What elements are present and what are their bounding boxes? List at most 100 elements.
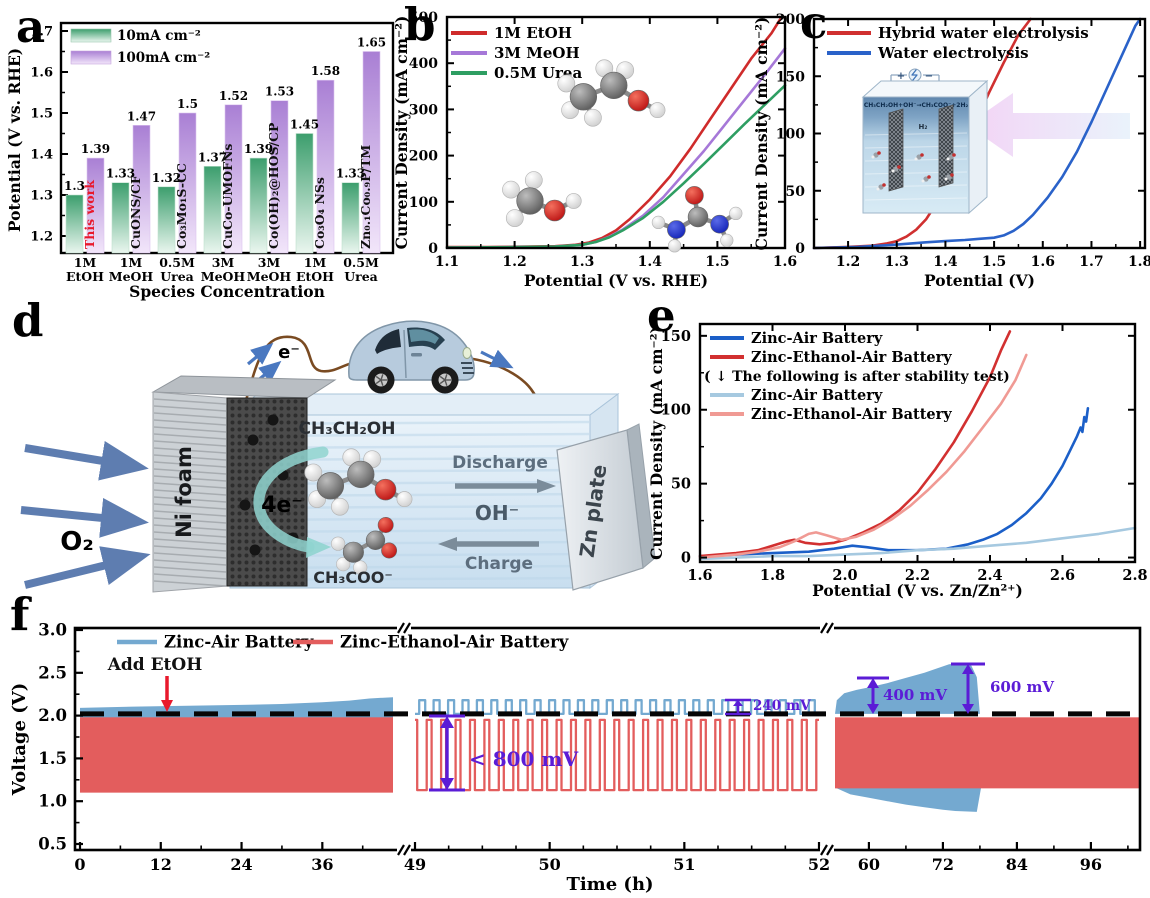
- legend-a: 10mA cm⁻² 100mA cm⁻²: [70, 28, 210, 66]
- xlabel-c: Potential (V): [924, 271, 1035, 290]
- svg-text:1.1: 1.1: [435, 254, 459, 270]
- svg-text:1.6: 1.6: [687, 567, 712, 584]
- svg-text:EtOH: EtOH: [66, 269, 104, 284]
- svg-text:EtOH: EtOH: [296, 269, 334, 284]
- bar-100mA-3: [224, 104, 243, 254]
- bar-value: 1.5: [177, 97, 198, 111]
- svg-text:Zinc-Ethanol-Air Battery: Zinc-Ethanol-Air Battery: [751, 406, 952, 423]
- svg-text:2.6: 2.6: [1050, 567, 1075, 584]
- curve-b-2: [445, 84, 787, 249]
- bar-100mA-5: [316, 79, 335, 254]
- svg-text:1.2: 1.2: [836, 254, 860, 270]
- svg-text:12: 12: [150, 855, 172, 874]
- bar-100mA-1: [132, 125, 151, 254]
- panel-label-b: b: [404, 0, 436, 51]
- bar-100mA-6: [362, 51, 381, 254]
- curve-e-3: [698, 353, 1028, 559]
- svg-text:Zinc-Air Battery: Zinc-Air Battery: [751, 387, 883, 404]
- svg-text:1.4: 1.4: [638, 254, 663, 270]
- svg-text:300: 300: [409, 102, 438, 118]
- svg-text:49: 49: [404, 855, 426, 874]
- svg-text:50: 50: [786, 184, 806, 200]
- svg-text:100mA cm⁻²: 100mA cm⁻²: [117, 50, 210, 66]
- bar-value: 1.39: [81, 142, 110, 156]
- svg-text:60: 60: [858, 855, 880, 874]
- bar-100mA-4: [270, 100, 289, 254]
- svg-text:2.0: 2.0: [38, 706, 67, 725]
- svg-text:MeOH: MeOH: [201, 269, 246, 284]
- axes-a: 1.21.31.41.51.61.71MEtOH1MMeOH0.5MUrea3M…: [5, 21, 395, 301]
- curve-e-0: [698, 407, 1090, 558]
- svg-text:1.7: 1.7: [1079, 254, 1103, 270]
- svg-text:1.5: 1.5: [30, 107, 53, 122]
- svg-text:84: 84: [1006, 855, 1028, 874]
- zeab-band-1: [80, 717, 393, 793]
- svg-text:100: 100: [409, 195, 438, 211]
- svg-text:1M EtOH: 1M EtOH: [494, 24, 572, 42]
- panel-label-e: e: [647, 289, 676, 342]
- ylabel-c: Current Density (mA cm⁻²): [752, 17, 771, 251]
- acetate-molecule: [331, 517, 398, 575]
- bar-10mA-5: [295, 133, 314, 254]
- svg-text:3M: 3M: [258, 255, 281, 270]
- panel-a-bar-chart: 1.21.31.41.51.61.71MEtOH1MMeOH0.5MUrea3M…: [5, 21, 395, 301]
- bar-value: 1.52: [219, 89, 248, 103]
- svg-text:Zinc-Ethanol-Air Battery: Zinc-Ethanol-Air Battery: [340, 633, 569, 652]
- svg-text:2.4: 2.4: [977, 567, 1002, 584]
- svg-text:24: 24: [230, 855, 252, 874]
- svg-text:Zinc-Air Battery: Zinc-Air Battery: [164, 633, 314, 652]
- xlabel-e: Potential (V vs. Zn/Zn²⁺): [812, 581, 1023, 600]
- bar-value: 1.45: [290, 118, 319, 132]
- svg-text:Hybrid water electrolysis: Hybrid water electrolysis: [878, 24, 1089, 42]
- legend-e: Zinc-Air Battery Zinc-Ethanol-Air Battery…: [704, 330, 1010, 423]
- plus-terminal: +: [897, 71, 905, 82]
- bar-10mA-6: [341, 182, 360, 254]
- svg-text:0.5M: 0.5M: [343, 255, 379, 270]
- svg-text:Urea: Urea: [160, 269, 194, 284]
- xlabel-f: Time (h): [566, 874, 653, 895]
- panel-c-electrolysis-chart: 1.2 1.3 1.4 1.5 1.6 1.7 1.8050100150200Potenti…: [752, 12, 1150, 290]
- svg-text:3M MeOH: 3M MeOH: [494, 44, 580, 62]
- bar-10mA-2: [157, 186, 176, 254]
- svg-text:1M: 1M: [74, 255, 97, 270]
- svg-text:0.5M: 0.5M: [159, 255, 195, 270]
- svg-text:1.6: 1.6: [30, 66, 53, 81]
- bar-value: 1.33: [336, 167, 365, 181]
- svg-text:72: 72: [932, 855, 954, 874]
- svg-text:2.2: 2.2: [905, 567, 930, 584]
- curve-e-1: [698, 330, 1012, 558]
- svg-text:96: 96: [1080, 855, 1102, 874]
- o2-label: O₂: [60, 527, 94, 557]
- svg-text:Zinc-Ethanol-Air Battery: Zinc-Ethanol-Air Battery: [751, 349, 952, 366]
- xlabel-b: Potential (V vs. RHE): [524, 271, 708, 290]
- svg-text:1.6: 1.6: [1031, 254, 1055, 270]
- svg-text:Zinc-Air Battery: Zinc-Air Battery: [751, 330, 883, 347]
- panel-label-c: c: [800, 0, 828, 49]
- svg-text:1.8: 1.8: [760, 567, 785, 584]
- svg-text:1.5: 1.5: [982, 254, 1006, 270]
- series-b: [445, 15, 787, 249]
- panel-d-battery-schematic: e⁻Ni foam Zn plateO₂CH₃CH₂OH4e⁻CH₃COO⁻Dis…: [20, 320, 656, 593]
- bar-100mA-2: [178, 112, 197, 254]
- bar-10mA-4: [249, 157, 268, 254]
- bar-value: 1.3: [64, 179, 85, 193]
- bar-10mA-0: [65, 194, 84, 254]
- svg-text:100: 100: [661, 402, 691, 419]
- zeab-square-wave: [415, 718, 819, 792]
- svg-text:MeOH: MeOH: [247, 269, 292, 284]
- svg-text:2.0: 2.0: [832, 567, 857, 584]
- svg-text:0: 0: [428, 241, 438, 257]
- svg-text:50: 50: [671, 476, 691, 493]
- svg-text:3M: 3M: [212, 255, 235, 270]
- svg-text:100: 100: [776, 127, 805, 143]
- svg-text:52: 52: [808, 855, 830, 874]
- bar-value: 1.32: [152, 171, 181, 185]
- oxygen-feed: O₂: [20, 441, 151, 589]
- bar-value: 1.39: [244, 142, 273, 156]
- svg-text:36: 36: [311, 855, 333, 874]
- bar-10mA-3: [203, 166, 222, 254]
- panel-e-battery-polarization-chart: 1.6 1.8 2.0 2.2 2.4 2.6 2.8050100150Potential …: [647, 322, 1148, 600]
